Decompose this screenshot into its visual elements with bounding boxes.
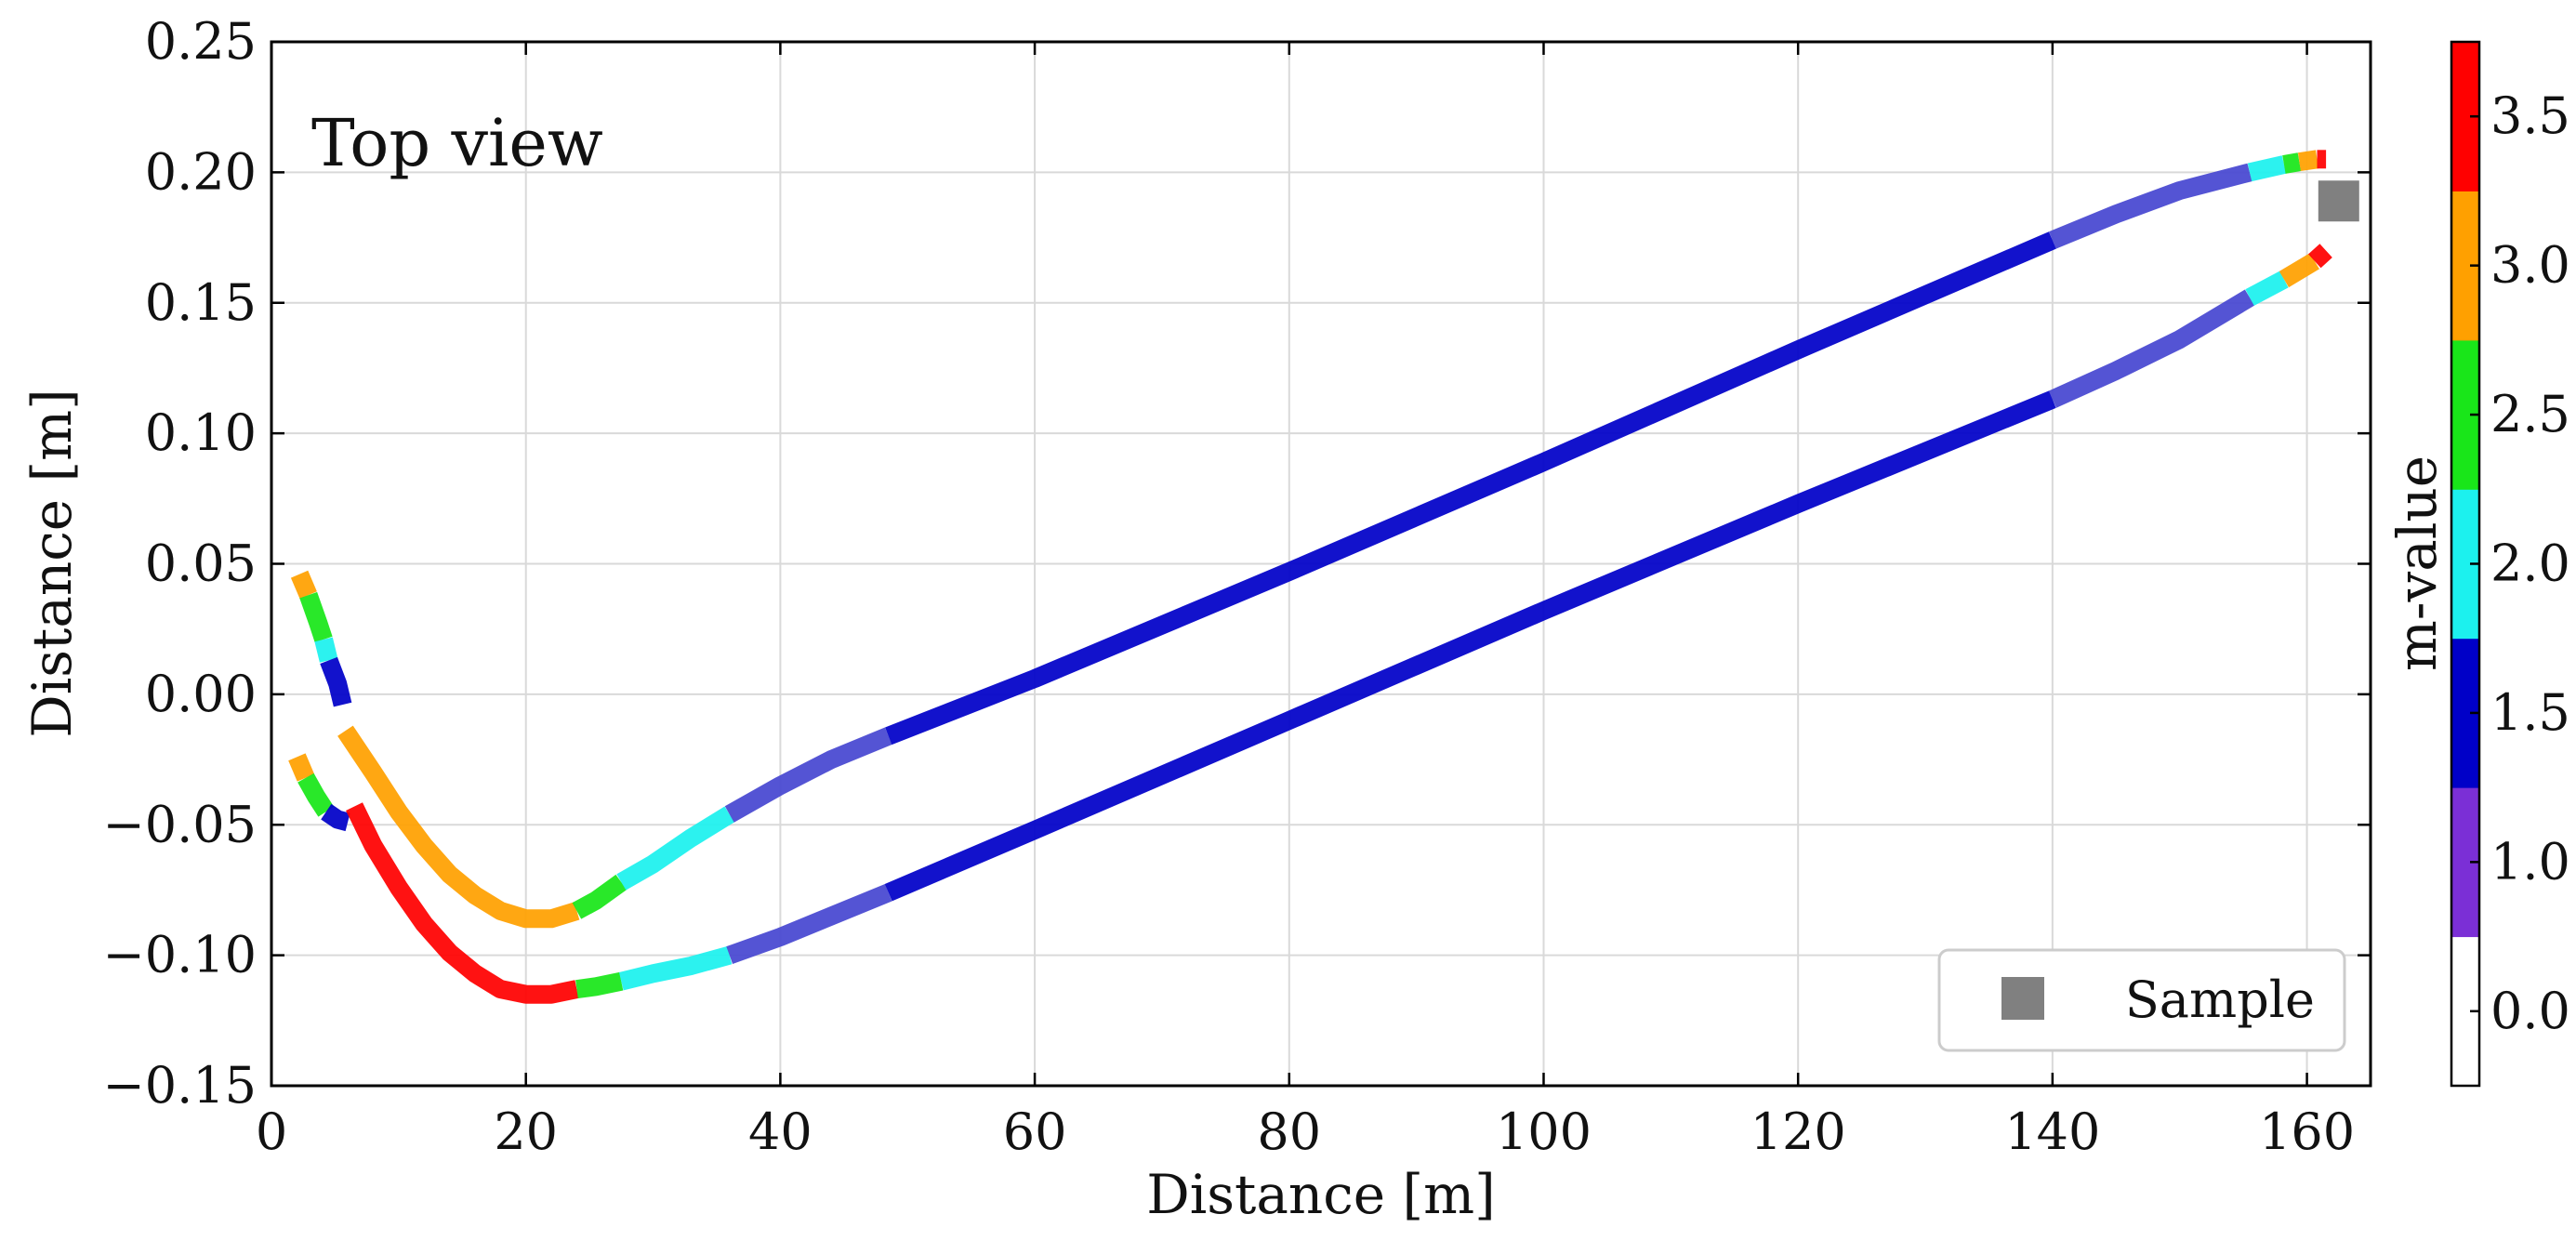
y-tick-label: 0.05 [145, 535, 257, 593]
y-tick-label: 0.25 [145, 12, 257, 71]
colorbar-tick-label: 2.5 [2490, 385, 2570, 443]
trajectory-segment [618, 945, 733, 991]
x-tick-label: 0 [256, 1102, 287, 1161]
x-tick-label: 80 [1257, 1102, 1321, 1161]
legend-frame [1937, 948, 2346, 1052]
axis-ticks: 0 20 40 60 80 100 120 140 160 −0.15 −0.10 −0.05 0.00… [103, 12, 2371, 1161]
trajectory-segment [575, 971, 624, 999]
chart-annotation: Top view [311, 105, 603, 181]
x-tick-label: 40 [748, 1102, 812, 1161]
trajectory-segment [2247, 155, 2287, 182]
trajectory-segment [884, 390, 2056, 902]
legend-sample-label: Sample [2125, 970, 2315, 1029]
colorbar-label: m-value [2385, 455, 2449, 671]
trajectory-series [346, 244, 2332, 1004]
colorbar-tick-label: 2.0 [2490, 535, 2570, 593]
trajectory-segment [724, 727, 892, 823]
trajectory-segment [2049, 163, 2252, 249]
x-tick-label: 120 [1750, 1102, 1846, 1161]
colorbar: 0.0 1.0 1.5 2.0 2.5 3.0 3.5 [2450, 40, 2570, 1088]
colorbar-tick-label: 1.5 [2490, 683, 2570, 742]
trajectory-segment [337, 725, 580, 929]
trajectory-segment [885, 231, 2056, 746]
x-tick-label: 140 [2004, 1102, 2100, 1161]
trajectory-segment [299, 591, 333, 643]
trajectory-segment [616, 806, 734, 891]
trajectory-series [337, 150, 2327, 929]
series-layer [288, 150, 2332, 1004]
trajectory-segment [2297, 150, 2318, 171]
trajectory-segment [2308, 244, 2332, 269]
trajectory-segment [320, 656, 352, 707]
trajectory-segment [297, 772, 335, 817]
trajectory-segment [346, 802, 579, 1004]
y-tick-label: 0.00 [145, 665, 257, 723]
x-tick-label: 60 [1003, 1102, 1067, 1161]
legend: Sample [1937, 948, 2346, 1052]
colorbar-tick-label: 3.0 [2490, 236, 2570, 295]
trajectory-segment [2279, 253, 2319, 288]
y-tick-label: −0.05 [103, 795, 257, 853]
sample-layer [2318, 180, 2359, 222]
y-tick-label: 0.20 [145, 142, 257, 201]
trajectory-segment [2048, 289, 2255, 408]
x-tick-label: 20 [494, 1102, 558, 1161]
colorbar-tick-label: 1.0 [2490, 832, 2570, 891]
trajectory-segment [290, 570, 317, 600]
y-tick-label: 0.10 [145, 403, 257, 462]
y-tick-label: 0.15 [145, 273, 257, 332]
y-tick-label: −0.15 [103, 1056, 257, 1115]
y-axis-label: Distance [m] [20, 389, 84, 738]
trajectory-segment [2245, 271, 2289, 306]
trajectory-segment [726, 883, 892, 965]
x-tick-label: 100 [1496, 1102, 1592, 1161]
trajectory-segment [314, 637, 338, 663]
y-tick-label: −0.10 [103, 926, 257, 984]
trajectory-series [288, 753, 350, 832]
colorbar-tick-label: 3.5 [2490, 86, 2570, 145]
trajectory-segment [2282, 152, 2302, 174]
trajectory-segment [321, 803, 350, 832]
trajectory-series [290, 570, 352, 707]
x-axis-label: Distance [m] [1146, 1163, 1496, 1226]
x-tick-label: 160 [2259, 1102, 2355, 1161]
sample-marker [2318, 180, 2359, 222]
legend-sample-marker [2001, 977, 2044, 1020]
colorbar-tick-label: 0.0 [2490, 982, 2570, 1040]
trajectory-segment [288, 753, 315, 782]
trajectory-segment [572, 874, 627, 919]
